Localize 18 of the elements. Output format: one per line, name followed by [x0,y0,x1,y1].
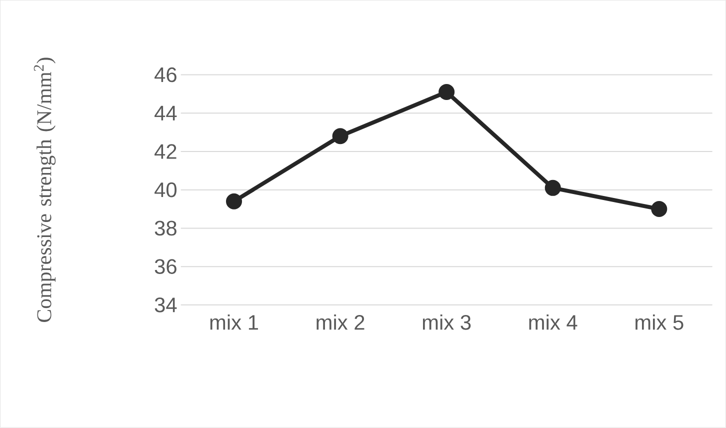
x-tick-label: mix 5 [636,314,684,330]
x-tick-label: mix 3 [422,314,471,330]
y-tick-label: 46 [154,67,176,82]
point [544,180,561,196]
x-tick-label: mix 2 [316,314,364,330]
y-tick-label: 42 [154,144,176,159]
point [226,193,242,210]
y-axis-title: Compressive strength (N/mm$^{2}$) [34,58,56,322]
x-tick-label: mix 4 [529,314,578,330]
x-tick-label: mix 1 [210,314,258,330]
y-tick-label: 38 [154,220,176,236]
y-tick-label: 40 [154,182,177,198]
y-tick-label: 44 [154,106,177,120]
y-tick-label: 34 [154,298,177,312]
point [332,128,348,144]
y-tick-label: 36 [154,259,176,274]
point [651,201,668,218]
point [438,84,455,100]
